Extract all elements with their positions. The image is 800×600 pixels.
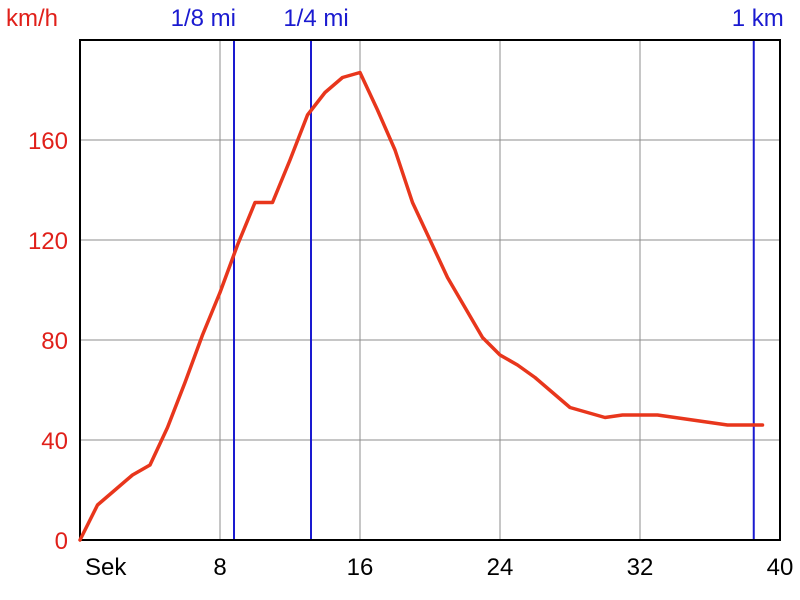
plot-frame — [79, 39, 781, 541]
x-tick-label: 16 — [347, 554, 374, 581]
x-tick-label: 24 — [487, 554, 514, 581]
y-tick-label: 160 — [28, 128, 68, 155]
x-tick-label: 32 — [627, 554, 654, 581]
x-tick-label: 8 — [213, 554, 226, 581]
marker-label: 1/8 mi — [171, 5, 236, 32]
x-tick-label: 40 — [767, 554, 794, 581]
distance-markers — [233, 40, 755, 540]
y-axis-label: km/h — [6, 5, 58, 32]
y-tick-label: 40 — [41, 428, 68, 455]
y-tick-labels: 0 40 80 120 160 — [28, 128, 68, 555]
x-tick-labels: 8 16 24 32 40 — [213, 554, 793, 581]
y-tick-label: 120 — [28, 228, 68, 255]
speed-line — [78, 70, 765, 542]
y-tick-label: 0 — [55, 528, 68, 555]
marker-label: 1/4 mi — [283, 5, 348, 32]
grid — [80, 40, 780, 540]
marker-label: 1 km — [732, 5, 784, 32]
x-axis-label: Sek — [85, 554, 127, 581]
marker-labels: 1/8 mi 1/4 mi 1 km — [171, 5, 784, 32]
y-tick-label: 80 — [41, 328, 68, 355]
